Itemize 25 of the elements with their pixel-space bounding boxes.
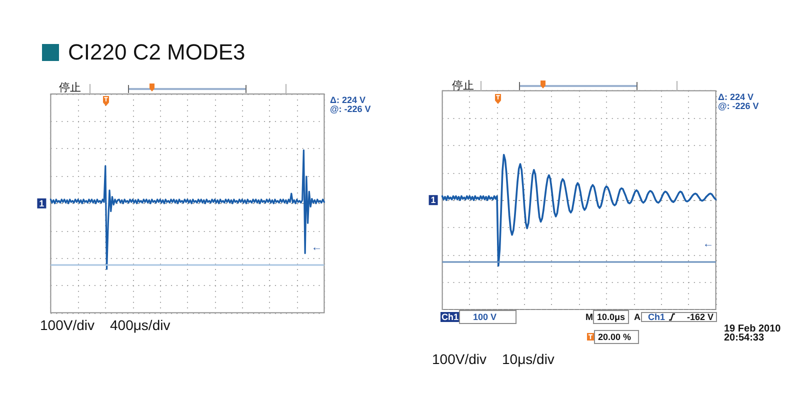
text: 100V/div: [432, 351, 486, 367]
text: @: -226 V: [330, 104, 371, 114]
text: 1: [430, 195, 436, 206]
text: 20.00 %: [598, 332, 632, 342]
text: -162 V: [687, 312, 714, 322]
text: 100 V: [473, 312, 497, 322]
text: A: [634, 312, 641, 322]
text: 10.0μs: [597, 312, 626, 322]
text: 19 Feb 2010: [724, 324, 782, 334]
annotation: ←: [702, 238, 714, 250]
text: 停止: [59, 81, 81, 94]
text: Ch1: [648, 312, 666, 322]
text: 10μs/div: [502, 351, 554, 367]
text: Ch1: [442, 312, 459, 322]
text: 停止: [452, 79, 474, 92]
text: 100V/div: [40, 317, 94, 333]
text: Δ: 224 V: [718, 92, 754, 102]
text: 20:54:33: [724, 332, 764, 344]
text: Δ: 224 V: [330, 95, 366, 105]
text: 400μs/div: [110, 317, 170, 333]
text: M: [586, 312, 593, 322]
chart-title: CI220 C2 MODE3: [68, 40, 246, 64]
text: @: -226 V: [718, 101, 759, 111]
text: 1: [39, 198, 44, 208]
annotation: ←: [311, 242, 322, 254]
